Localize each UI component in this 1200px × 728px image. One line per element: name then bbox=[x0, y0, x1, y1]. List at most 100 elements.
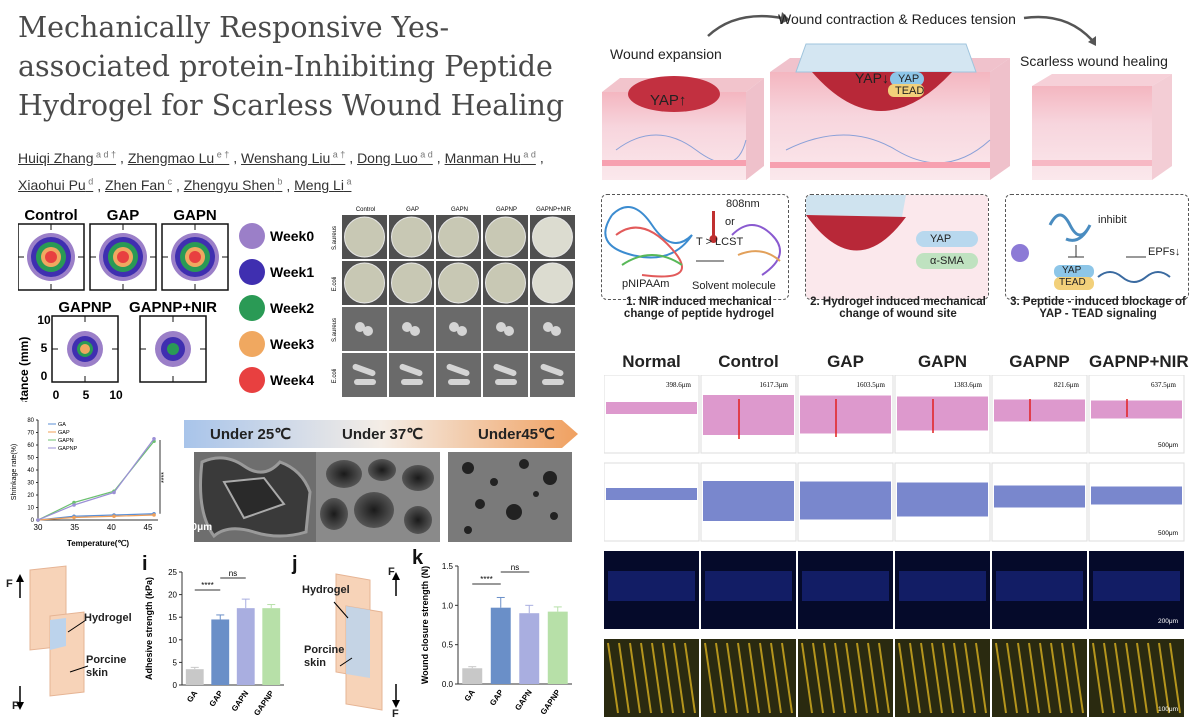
bar-sig-label: ns bbox=[229, 569, 237, 578]
collagen-fiber bbox=[931, 642, 943, 714]
line-series bbox=[37, 440, 155, 521]
bar bbox=[185, 669, 204, 685]
sem-bacteria-image bbox=[389, 353, 434, 397]
bacillus bbox=[540, 363, 564, 377]
paper-title: Mechanically Responsive Yes-associated p… bbox=[18, 11, 565, 122]
masson-tissue bbox=[703, 481, 794, 521]
line-legend-label: GAPN bbox=[58, 438, 74, 444]
line-point bbox=[72, 503, 76, 507]
he-tissue bbox=[994, 399, 1085, 422]
line-ytick-label: 30 bbox=[27, 481, 34, 487]
legend-swatch bbox=[239, 223, 265, 249]
author-list: Huiqi Zhang a d †, Zhengmao Lu e †, Wens… bbox=[18, 142, 598, 197]
author-name[interactable]: Wenshang Liu a † bbox=[241, 149, 346, 166]
agar-plate bbox=[391, 262, 432, 304]
collagen-fiber bbox=[662, 642, 674, 714]
line-ytick-label: 80 bbox=[27, 418, 34, 424]
line-point bbox=[152, 513, 156, 517]
histology-group-header: GAP bbox=[827, 352, 864, 371]
collagen-fiber bbox=[812, 642, 824, 714]
bar bbox=[490, 607, 511, 684]
line-ytick-label: 60 bbox=[27, 443, 34, 449]
tead-box-label: TEAD bbox=[895, 85, 925, 97]
agar-plate bbox=[438, 262, 479, 304]
line-xtick-label: 40 bbox=[107, 523, 116, 532]
bar bbox=[211, 619, 230, 685]
author-name[interactable]: Zhengyu Shen b bbox=[183, 176, 283, 194]
contour-ylabel: Distance (mm) bbox=[18, 337, 31, 402]
step1-pnipaam: pNIPAAm bbox=[622, 278, 670, 290]
bact-row-label: S.aureus bbox=[332, 226, 338, 250]
contour-figure: Control GAP GAPN GAPNP GAPNP+NIR Distance (mm… bbox=[17, 207, 229, 419]
sem-image-37 bbox=[316, 452, 440, 542]
skin-word-h: skin bbox=[86, 667, 109, 679]
scarless-healing-illustration bbox=[1032, 74, 1172, 180]
author-name[interactable]: Zhengmao Lu e † bbox=[127, 149, 230, 166]
line-legend-label: GAP bbox=[58, 430, 70, 436]
bacillus bbox=[448, 379, 470, 385]
step1-nm: 808nm bbox=[726, 198, 760, 210]
contour-xtick: 10 bbox=[109, 388, 123, 402]
author-name[interactable]: Zhen Fan c bbox=[105, 176, 172, 194]
collagen-fiber bbox=[607, 642, 619, 714]
author-name[interactable]: Xiaohui Pu d bbox=[18, 176, 94, 194]
collagen-fiber bbox=[975, 642, 987, 714]
collagen-fiber bbox=[964, 642, 976, 714]
bar-ytick-label: 20 bbox=[168, 591, 177, 600]
coccus bbox=[551, 326, 561, 336]
bact-row-label: S.aureus bbox=[332, 318, 338, 342]
bacillus bbox=[399, 363, 423, 377]
sem-bacteria-image bbox=[342, 353, 387, 397]
he-tissue bbox=[897, 396, 988, 431]
week-legend: Week0 Week1 Week2 Week3 Week4 bbox=[239, 223, 314, 393]
author-separator: , bbox=[349, 149, 358, 166]
author-affiliation: a † bbox=[330, 149, 346, 159]
author-name[interactable]: Meng Li a bbox=[294, 176, 352, 194]
bar-category-label: GA bbox=[463, 688, 477, 703]
wound-closure-chart: 0.0 0.5 1.0 1.5 Wound closure strength (N) GA… bbox=[416, 554, 578, 724]
author-affiliation: b bbox=[274, 176, 283, 187]
force-label-top-h: F bbox=[6, 578, 13, 590]
collagen-fiber bbox=[1103, 642, 1115, 714]
masson-tissue bbox=[897, 482, 988, 517]
bar-category-label: GAPNP bbox=[539, 687, 563, 716]
bar-ylabel: Wound closure strength (N) bbox=[420, 566, 430, 684]
agar-plate bbox=[344, 216, 385, 258]
collagen-fiber bbox=[909, 642, 921, 714]
panel-label-i: i bbox=[142, 553, 148, 575]
bar-category-label: GAPN bbox=[230, 689, 251, 713]
yap-up-label: YAP↑ bbox=[650, 92, 687, 109]
thickness-label: 637.5μm bbox=[1151, 381, 1177, 389]
author-name[interactable]: Huiqi Zhang a d † bbox=[18, 149, 117, 166]
author-name[interactable]: Dong Luo a d bbox=[357, 149, 433, 166]
histology-group-header: Control bbox=[718, 352, 779, 371]
polarized-image bbox=[895, 639, 990, 717]
author-affiliation: c bbox=[164, 176, 172, 187]
collagen-fiber bbox=[1169, 642, 1181, 714]
collagen-fiber bbox=[618, 642, 630, 714]
polarized-image bbox=[992, 639, 1087, 717]
collagen-fiber bbox=[1072, 642, 1084, 714]
author-affiliation: e † bbox=[214, 149, 230, 159]
bar-category-label: GAP bbox=[488, 687, 506, 707]
collagen-fiber bbox=[1114, 642, 1126, 714]
contour-legend: Week0 Week1 Week2 Week3 Week4 bbox=[238, 220, 318, 400]
step1-box bbox=[601, 194, 789, 300]
thickness-label: 398.6μm bbox=[666, 381, 692, 389]
author-name[interactable]: Manman Hu a d bbox=[444, 149, 536, 166]
fluorescence-signal bbox=[899, 571, 986, 601]
step1-lcst: T > LCST bbox=[696, 236, 744, 248]
author-separator: , bbox=[120, 149, 128, 166]
collagen-fiber bbox=[770, 642, 782, 714]
polarized-image bbox=[701, 639, 796, 717]
collagen-fiber bbox=[640, 642, 652, 714]
legend-label: Week4 bbox=[270, 372, 314, 388]
skin-word-j: skin bbox=[304, 657, 327, 669]
he-tissue bbox=[1091, 400, 1182, 419]
bacillus bbox=[354, 379, 376, 385]
collagen-fiber bbox=[1125, 642, 1137, 714]
coccus bbox=[363, 326, 373, 336]
he-tissue bbox=[703, 395, 794, 435]
polarized-image bbox=[604, 639, 699, 717]
